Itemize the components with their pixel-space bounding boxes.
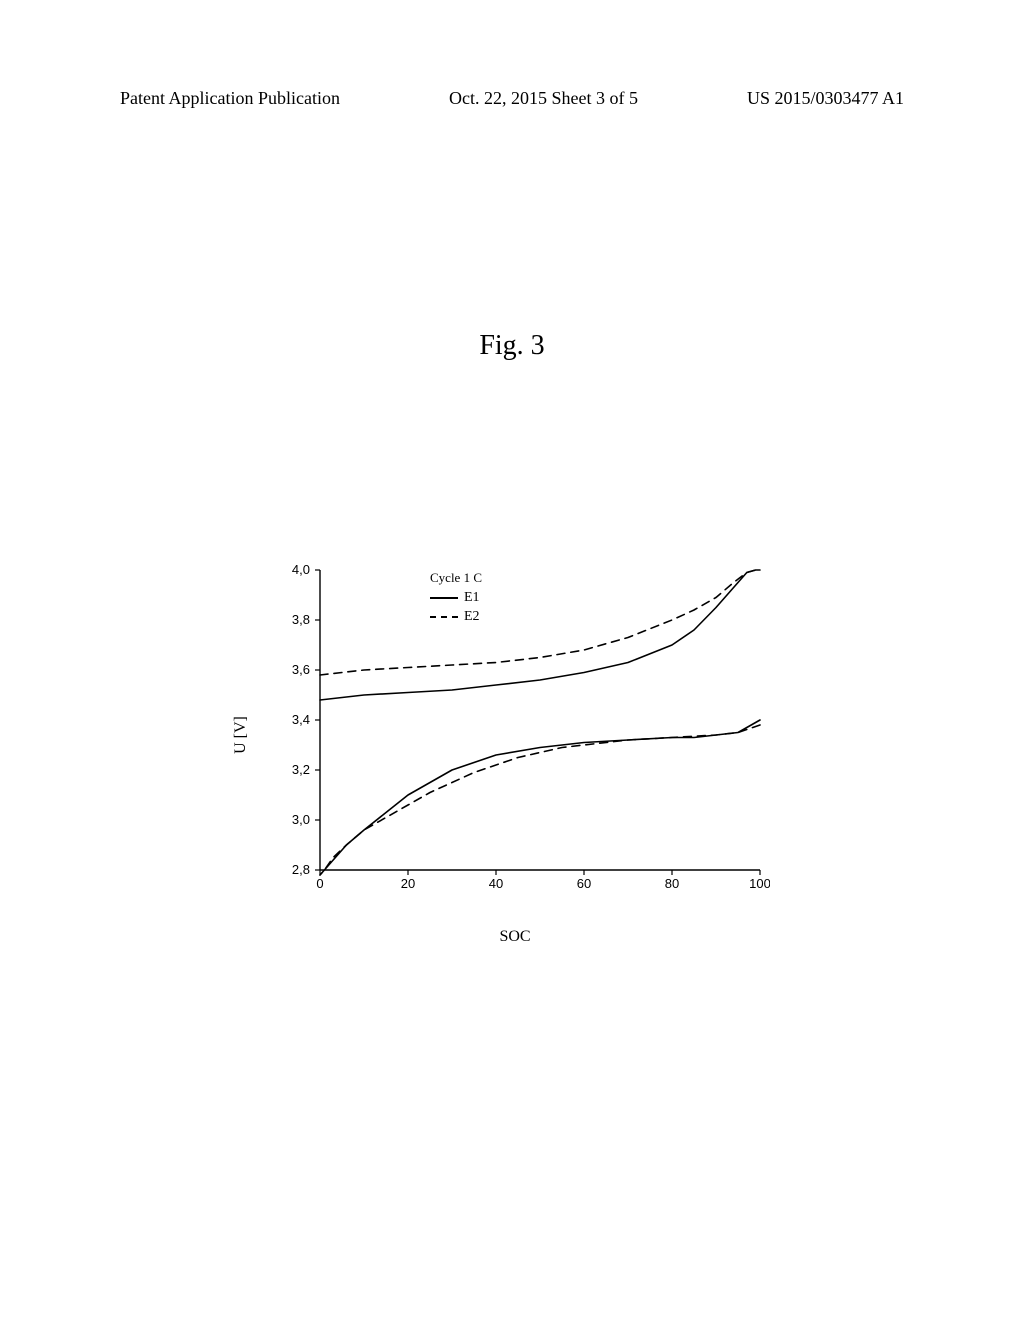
svg-text:3,6: 3,6 <box>292 662 310 677</box>
legend-swatch-dash <box>430 616 458 618</box>
legend-item-e2: E2 <box>430 608 482 626</box>
svg-text:20: 20 <box>401 876 415 891</box>
svg-text:100: 100 <box>749 876 770 891</box>
chart-svg: 2,8 3,0 3,2 3,4 3,6 3,8 4,0 0 20 40 60 80 100 <box>260 560 770 910</box>
chart-legend: Cycle 1 C E1 E2 <box>430 570 482 626</box>
svg-text:60: 60 <box>577 876 591 891</box>
legend-title: Cycle 1 C <box>430 570 482 587</box>
page-header: Patent Application Publication Oct. 22, … <box>0 88 1024 109</box>
chart-container: U [V] SOC 2,83,03,23,43,63,84,0020406080… <box>260 560 770 910</box>
legend-item-e1: E1 <box>430 589 482 607</box>
header-right: US 2015/0303477 A1 <box>747 88 904 109</box>
svg-text:3,0: 3,0 <box>292 812 310 827</box>
svg-text:3,2: 3,2 <box>292 762 310 777</box>
legend-swatch-solid <box>430 597 458 599</box>
svg-text:40: 40 <box>489 876 503 891</box>
figure-caption: Fig. 3 <box>0 330 1024 362</box>
svg-text:4,0: 4,0 <box>292 562 310 577</box>
svg-text:3,4: 3,4 <box>292 712 310 727</box>
svg-text:80: 80 <box>665 876 679 891</box>
svg-text:3,8: 3,8 <box>292 612 310 627</box>
svg-text:0: 0 <box>316 876 323 891</box>
legend-label-e2: E2 <box>464 608 480 626</box>
x-axis-label: SOC <box>499 928 530 946</box>
header-mid: Oct. 22, 2015 Sheet 3 of 5 <box>449 88 638 109</box>
legend-label-e1: E1 <box>464 589 480 607</box>
y-axis-label: U [V] <box>232 716 250 754</box>
svg-text:2,8: 2,8 <box>292 862 310 877</box>
header-left: Patent Application Publication <box>120 88 340 109</box>
